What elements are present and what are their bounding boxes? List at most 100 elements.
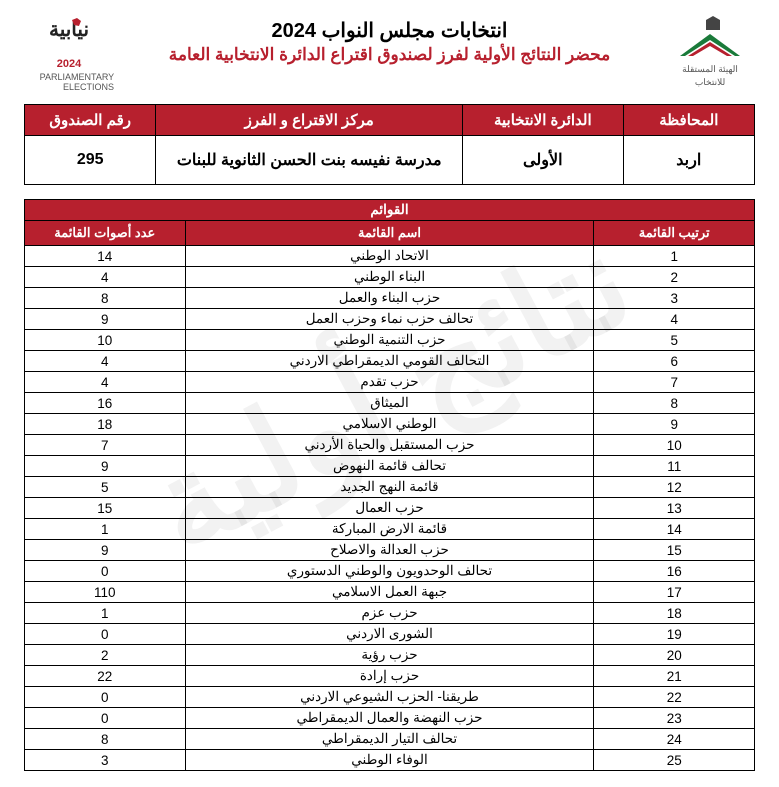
cell-votes: 0 xyxy=(25,708,186,729)
cell-votes: 7 xyxy=(25,435,186,456)
cell-votes: 2 xyxy=(25,645,186,666)
table-row: 2البناء الوطني4 xyxy=(25,267,755,288)
cell-rank: 9 xyxy=(594,414,755,435)
cell-name: الشورى الاردني xyxy=(185,624,594,645)
cell-name: البناء الوطني xyxy=(185,267,594,288)
cell-votes: 14 xyxy=(25,246,186,267)
lists-section-title: القوائم xyxy=(25,200,755,221)
table-row: 8الميثاق16 xyxy=(25,393,755,414)
table-row: 11تحالف قائمة النهوض9 xyxy=(25,456,755,477)
cell-rank: 21 xyxy=(594,666,755,687)
lists-head-votes: عدد أصوات القائمة xyxy=(25,221,186,246)
cell-votes: 9 xyxy=(25,540,186,561)
cell-name: طريقنا- الحزب الشيوعي الاردني xyxy=(185,687,594,708)
table-row: 5حزب التنمية الوطني10 xyxy=(25,330,755,351)
info-head-district: الدائرة الانتخابية xyxy=(463,105,624,136)
cell-rank: 7 xyxy=(594,372,755,393)
info-table: المحافظة الدائرة الانتخابية مركز الاقترا… xyxy=(24,104,755,185)
cell-name: حزب العدالة والاصلاح xyxy=(185,540,594,561)
cell-votes: 0 xyxy=(25,561,186,582)
cell-votes: 4 xyxy=(25,351,186,372)
cell-votes: 22 xyxy=(25,666,186,687)
table-row: 14قائمة الارض المباركة1 xyxy=(25,519,755,540)
cell-name: الاتحاد الوطني xyxy=(185,246,594,267)
info-head-governorate: المحافظة xyxy=(623,105,754,136)
cell-name: تحالف الوحدويون والوطني الدستوري xyxy=(185,561,594,582)
cell-votes: 9 xyxy=(25,309,186,330)
cell-name: حزب التنمية الوطني xyxy=(185,330,594,351)
cell-rank: 1 xyxy=(594,246,755,267)
cell-votes: 9 xyxy=(25,456,186,477)
table-row: 19الشورى الاردني0 xyxy=(25,624,755,645)
table-row: 12قائمة النهج الجديد5 xyxy=(25,477,755,498)
cell-rank: 16 xyxy=(594,561,755,582)
cell-rank: 6 xyxy=(594,351,755,372)
cell-votes: 1 xyxy=(25,603,186,624)
lists-table: القوائم ترتيب القائمة اسم القائمة عدد أص… xyxy=(24,199,755,771)
table-row: 22طريقنا- الحزب الشيوعي الاردني0 xyxy=(25,687,755,708)
cell-rank: 11 xyxy=(594,456,755,477)
table-row: 4تحالف حزب نماء وحزب العمل9 xyxy=(25,309,755,330)
cell-name: قائمة النهج الجديد xyxy=(185,477,594,498)
cell-votes: 4 xyxy=(25,267,186,288)
iec-logo: الهيئة المستقلة للانتخاب xyxy=(665,16,755,88)
page-header: الهيئة المستقلة للانتخاب انتخابات مجلس ا… xyxy=(24,16,755,92)
cell-votes: 3 xyxy=(25,750,186,771)
cell-votes: 18 xyxy=(25,414,186,435)
cell-votes: 110 xyxy=(25,582,186,603)
page-subtitle: محضر النتائج الأولية لفرز لصندوق اقتراع … xyxy=(114,45,665,65)
cell-votes: 0 xyxy=(25,687,186,708)
table-row: 17جبهة العمل الاسلامي110 xyxy=(25,582,755,603)
elections-logo-year: 2024 xyxy=(57,58,81,70)
cell-rank: 17 xyxy=(594,582,755,603)
cell-votes: 4 xyxy=(25,372,186,393)
table-row: 20حزب رؤية2 xyxy=(25,645,755,666)
cell-name: حزب إرادة xyxy=(185,666,594,687)
cell-rank: 8 xyxy=(594,393,755,414)
cell-rank: 14 xyxy=(594,519,755,540)
table-row: 3حزب البناء والعمل8 xyxy=(25,288,755,309)
svg-text:نيابية: نيابية xyxy=(49,19,89,41)
cell-rank: 18 xyxy=(594,603,755,624)
table-row: 18حزب عزم1 xyxy=(25,603,755,624)
cell-votes: 5 xyxy=(25,477,186,498)
cell-votes: 15 xyxy=(25,498,186,519)
cell-rank: 24 xyxy=(594,729,755,750)
lists-head-name: اسم القائمة xyxy=(185,221,594,246)
cell-name: قائمة الارض المباركة xyxy=(185,519,594,540)
cell-name: تحالف التيار الديمقراطي xyxy=(185,729,594,750)
table-row: 9الوطني الاسلامي18 xyxy=(25,414,755,435)
lists-head-rank: ترتيب القائمة xyxy=(594,221,755,246)
cell-votes: 16 xyxy=(25,393,186,414)
table-row: 15حزب العدالة والاصلاح9 xyxy=(25,540,755,561)
table-row: 16تحالف الوحدويون والوطني الدستوري0 xyxy=(25,561,755,582)
cell-votes: 0 xyxy=(25,624,186,645)
cell-rank: 12 xyxy=(594,477,755,498)
cell-name: حزب عزم xyxy=(185,603,594,624)
cell-votes: 10 xyxy=(25,330,186,351)
cell-votes: 8 xyxy=(25,729,186,750)
table-row: 10حزب المستقبل والحياة الأردني7 xyxy=(25,435,755,456)
info-head-box: رقم الصندوق xyxy=(25,105,156,136)
cell-name: حزب النهضة والعمال الديمقراطي xyxy=(185,708,594,729)
info-box: 295 xyxy=(25,136,156,185)
cell-name: حزب العمال xyxy=(185,498,594,519)
cell-name: حزب تقدم xyxy=(185,372,594,393)
info-district: الأولى xyxy=(463,136,624,185)
cell-rank: 15 xyxy=(594,540,755,561)
elections-logo-tag: PARLIAMENTARY ELECTIONS xyxy=(24,72,114,92)
table-row: 23حزب النهضة والعمال الديمقراطي0 xyxy=(25,708,755,729)
cell-rank: 5 xyxy=(594,330,755,351)
elections-logo: نيابية 2024 PARLIAMENTARY ELECTIONS xyxy=(24,16,114,92)
info-governorate: اربد xyxy=(623,136,754,185)
cell-name: الوفاء الوطني xyxy=(185,750,594,771)
cell-rank: 4 xyxy=(594,309,755,330)
cell-votes: 8 xyxy=(25,288,186,309)
iec-logo-line1: الهيئة المستقلة xyxy=(682,64,738,75)
cell-name: حزب رؤية xyxy=(185,645,594,666)
cell-name: جبهة العمل الاسلامي xyxy=(185,582,594,603)
cell-rank: 3 xyxy=(594,288,755,309)
table-row: 21حزب إرادة22 xyxy=(25,666,755,687)
cell-rank: 19 xyxy=(594,624,755,645)
cell-name: الميثاق xyxy=(185,393,594,414)
